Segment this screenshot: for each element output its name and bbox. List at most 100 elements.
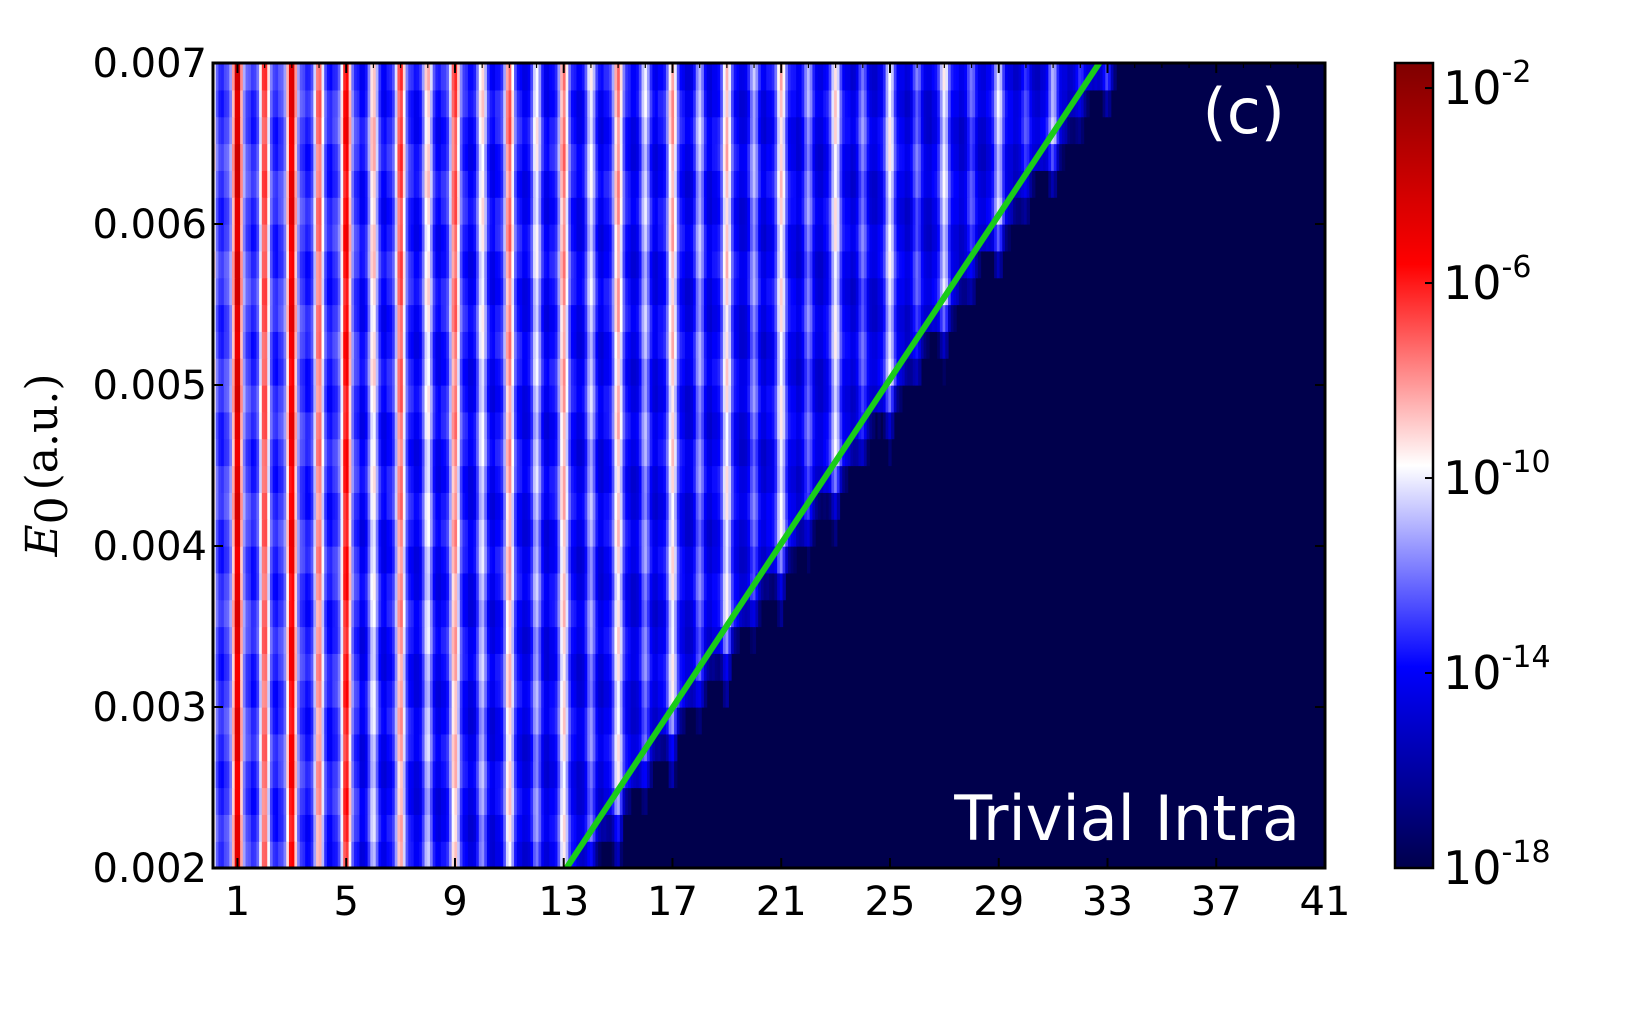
heatmap-cell	[413, 411, 418, 440]
heatmap-cell	[842, 250, 846, 279]
heatmap-cell	[522, 250, 526, 279]
heatmap-cell	[424, 519, 428, 547]
heatmap-cell	[617, 653, 621, 681]
heatmap-cell	[728, 599, 732, 628]
heatmap-cell	[698, 277, 702, 306]
heatmap-cell	[538, 680, 542, 708]
heatmap-cell	[592, 787, 597, 815]
heatmap-cell	[367, 411, 371, 440]
heatmap-cell	[378, 546, 382, 574]
heatmap-cell	[668, 465, 672, 493]
heatmap-cell	[579, 250, 583, 279]
heatmap-cell	[817, 492, 822, 520]
heatmap-cell	[530, 438, 534, 467]
heatmap-cell	[608, 707, 613, 735]
heatmap-cell	[774, 411, 778, 440]
heatmap-cell	[213, 438, 217, 467]
heatmap-cell	[752, 546, 757, 574]
heatmap-cell	[592, 841, 597, 868]
heatmap-cell	[777, 546, 781, 574]
heatmap-cell	[516, 814, 521, 842]
heatmap-cell	[275, 331, 279, 359]
heatmap-cell	[565, 331, 569, 359]
heatmap-cell	[215, 385, 220, 413]
heatmap-cell	[828, 250, 832, 279]
heatmap-cell	[796, 358, 800, 386]
heatmap-cell	[267, 841, 271, 868]
heatmap-cell	[245, 653, 249, 681]
heatmap-cell	[354, 385, 358, 413]
heatmap-cell	[215, 358, 220, 386]
heatmap-cell	[305, 546, 309, 574]
heatmap-cell	[785, 546, 789, 574]
heatmap-cell	[402, 626, 407, 654]
heatmap-cell	[562, 465, 567, 493]
heatmap-cell	[790, 492, 795, 520]
heatmap-cell	[619, 304, 624, 332]
heatmap-cell	[424, 250, 428, 279]
heatmap-cell	[809, 465, 813, 493]
heatmap-cell	[318, 465, 323, 493]
heatmap-cell	[625, 626, 629, 654]
heatmap-cell	[581, 653, 586, 681]
heatmap-cell	[519, 760, 523, 789]
heatmap-cell	[256, 841, 260, 868]
heatmap-cell	[231, 519, 236, 547]
heatmap-cell	[760, 438, 765, 467]
heatmap-cell	[668, 438, 672, 467]
heatmap-cell	[728, 385, 732, 413]
heatmap-cell	[484, 814, 488, 842]
heatmap-cell	[608, 411, 613, 440]
heatmap-cell	[373, 599, 377, 628]
heatmap-cell	[701, 680, 705, 708]
heatmap-cell	[405, 438, 409, 467]
heatmap-cell	[608, 599, 613, 628]
heatmap-cell	[215, 572, 220, 601]
heatmap-cell	[476, 411, 480, 440]
heatmap-cell	[297, 358, 301, 386]
heatmap-cell	[695, 707, 700, 735]
heatmap-cell	[313, 519, 317, 547]
heatmap-cell	[318, 760, 323, 789]
heatmap-cell	[552, 814, 556, 842]
heatmap-cell	[267, 492, 271, 520]
heatmap-cell	[565, 411, 569, 440]
heatmap-cell	[706, 438, 710, 467]
heatmap-cell	[503, 572, 507, 601]
heatmap-cell	[484, 465, 488, 493]
heatmap-cell	[278, 814, 282, 842]
heatmap-cell	[608, 760, 613, 789]
heatmap-cell	[633, 277, 637, 306]
heatmap-cell	[231, 760, 236, 789]
heatmap-cell	[720, 653, 724, 681]
heatmap-cell	[240, 277, 244, 306]
heatmap-cell	[465, 599, 469, 628]
heatmap-cell	[264, 841, 268, 868]
heatmap-cell	[627, 599, 632, 628]
heatmap-cell	[381, 465, 385, 493]
heatmap-cell	[389, 599, 393, 628]
heatmap-cell	[603, 492, 607, 520]
heatmap-cell	[259, 492, 263, 520]
heatmap-cell	[337, 680, 342, 708]
heatmap-cell	[419, 841, 423, 868]
heatmap-cell	[451, 841, 455, 868]
heatmap-cell	[278, 385, 282, 413]
heatmap-cell	[549, 519, 553, 547]
heatmap-cell	[264, 599, 268, 628]
heatmap-cell	[633, 760, 637, 789]
heatmap-cell	[367, 760, 371, 789]
heatmap-cell	[709, 277, 713, 306]
heatmap-cell	[359, 411, 363, 440]
heatmap-cell	[508, 465, 512, 493]
heatmap-cell	[809, 519, 813, 547]
heatmap-cell	[649, 465, 653, 493]
heatmap-cell	[600, 358, 605, 386]
heatmap-cell	[636, 546, 640, 574]
heatmap-cell	[872, 411, 876, 440]
heatmap-cell	[885, 304, 889, 332]
heatmap-cell	[560, 519, 564, 547]
heatmap-cell	[565, 787, 569, 815]
heatmap-cell	[489, 626, 493, 654]
heatmap-cell	[747, 438, 751, 467]
